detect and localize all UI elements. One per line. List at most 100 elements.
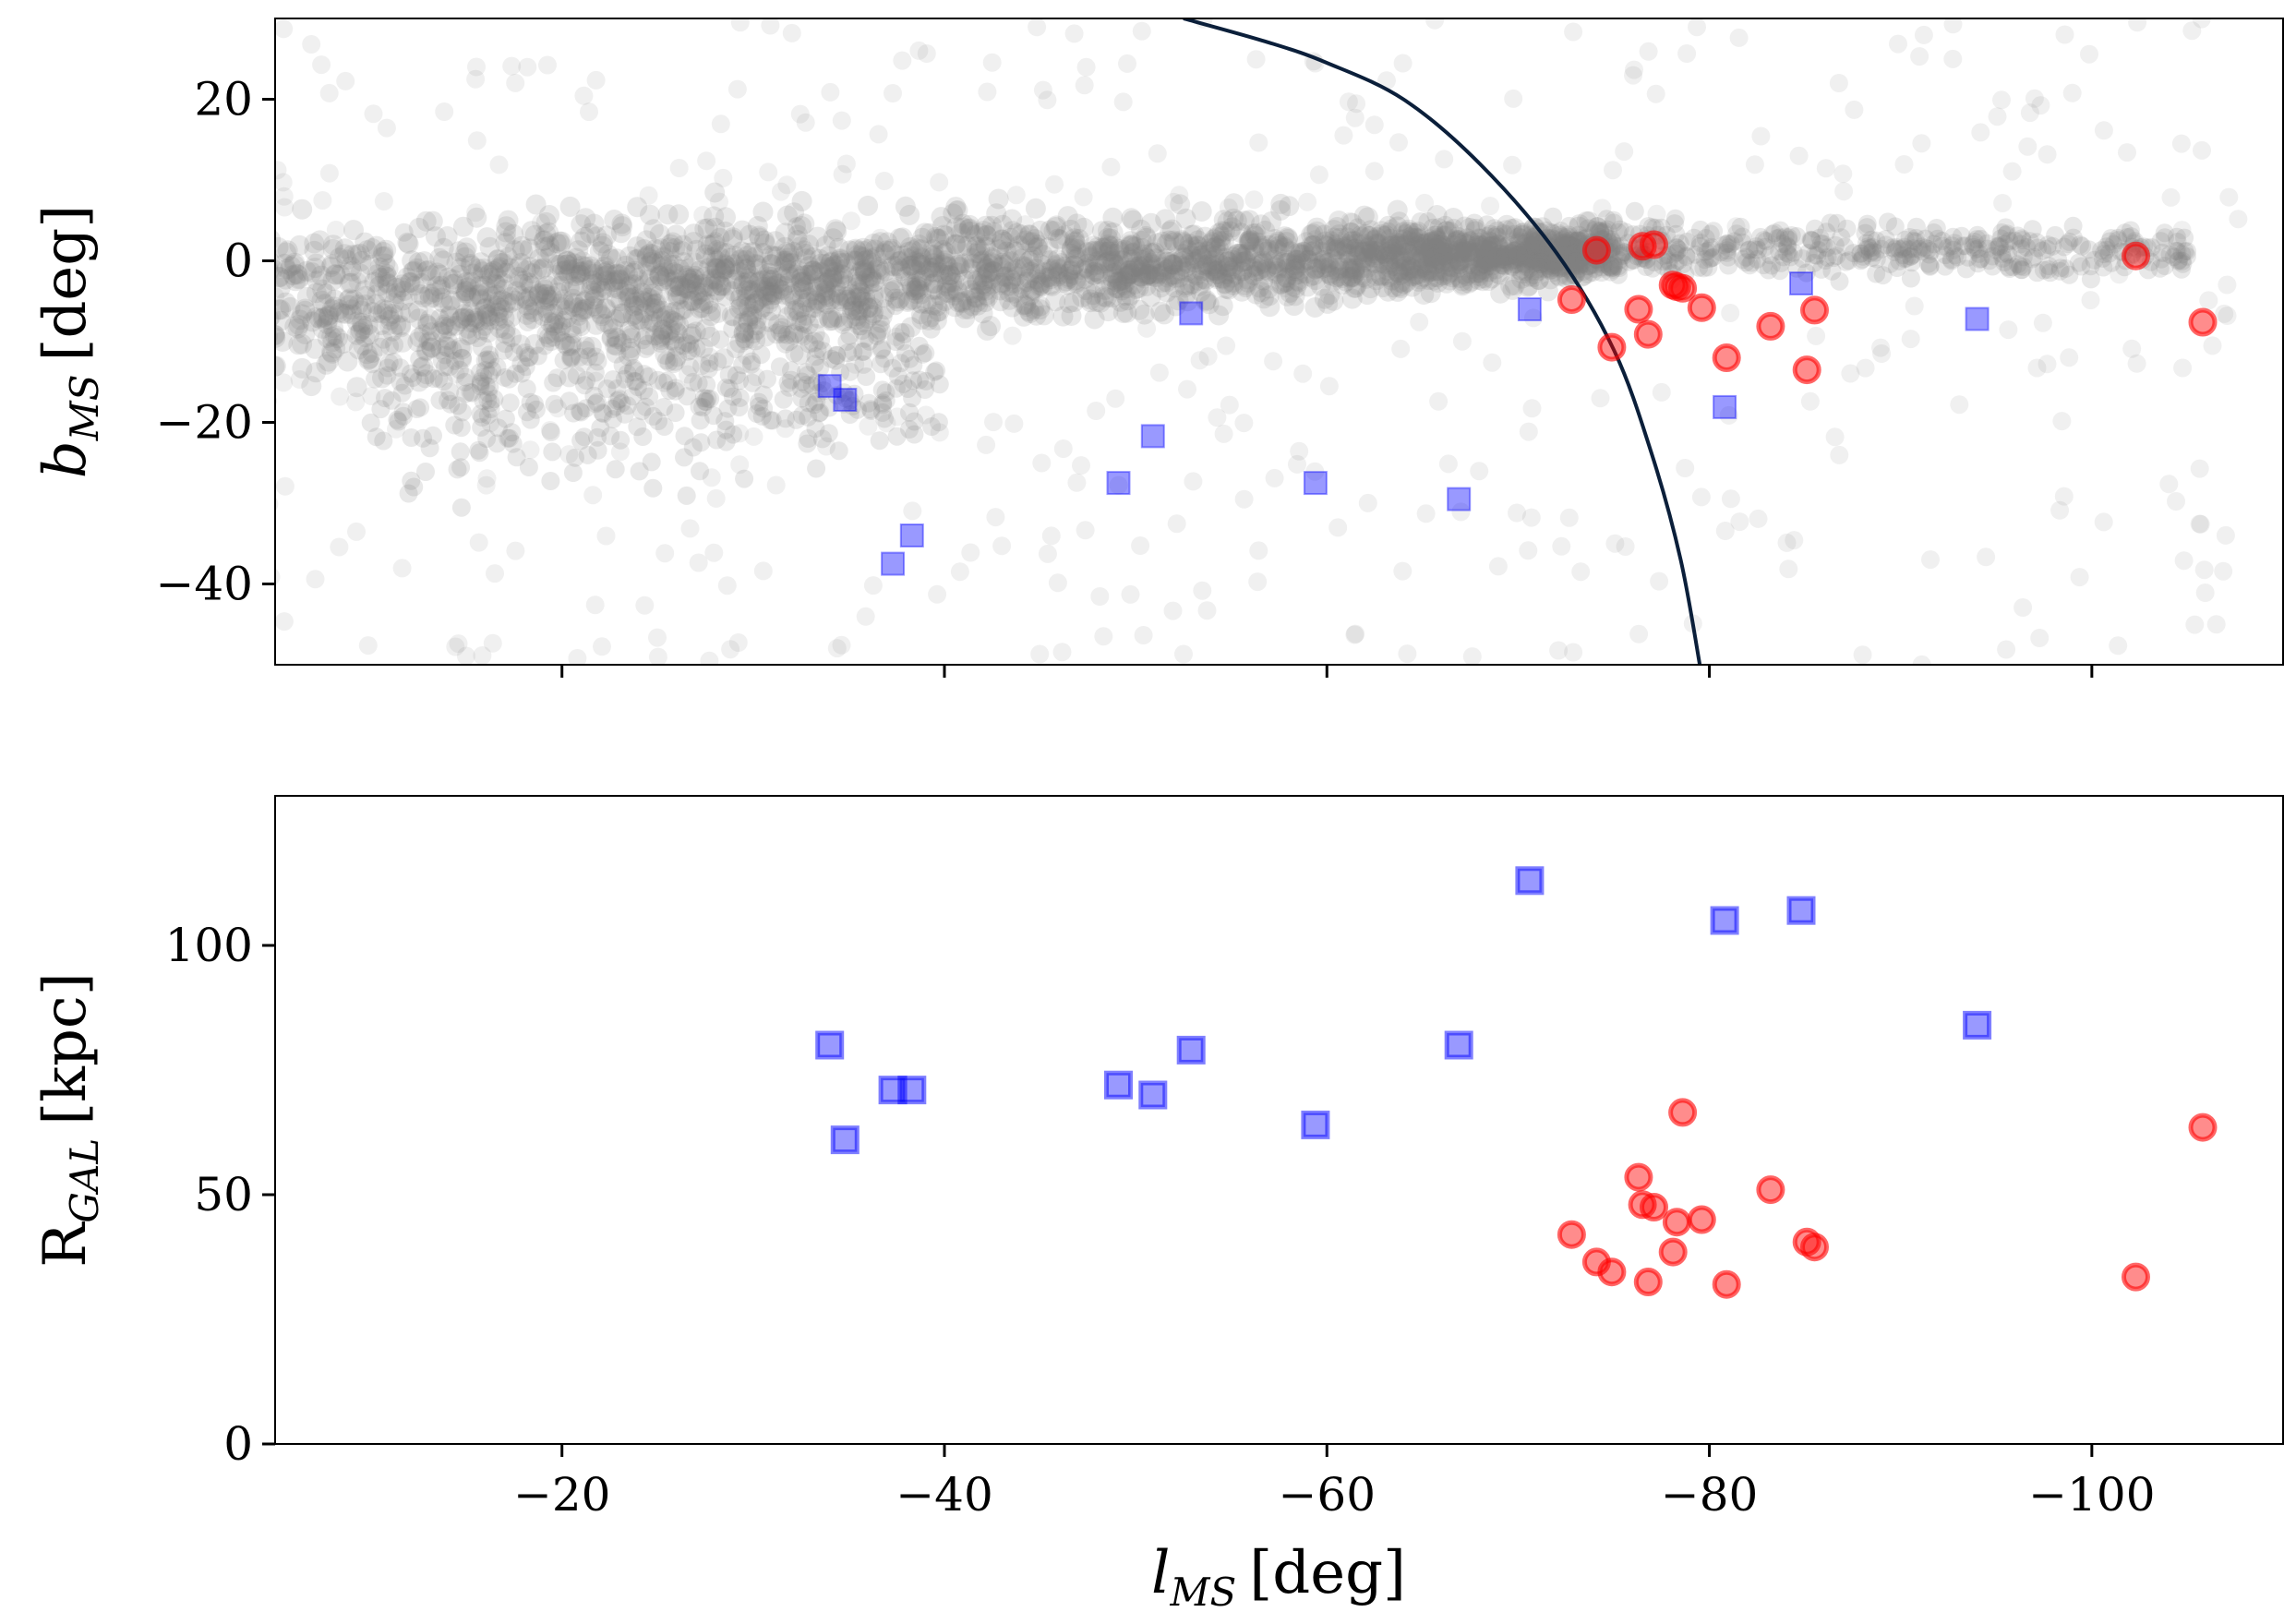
stream-point	[1187, 230, 1208, 251]
stream-point	[1157, 267, 1178, 288]
stream-point	[932, 216, 953, 236]
stream-point	[869, 259, 890, 280]
stream-point	[1078, 259, 1099, 280]
stream-point	[643, 478, 663, 498]
stream-point	[711, 275, 732, 296]
stream-point	[966, 287, 987, 308]
stream-point	[921, 319, 941, 339]
stream-point	[1511, 268, 1532, 289]
stream-point	[1065, 270, 1086, 291]
stream-point	[774, 256, 793, 275]
stream-point	[874, 299, 896, 320]
stream-point	[287, 318, 308, 339]
stream-point	[391, 358, 410, 378]
stream-point	[755, 234, 775, 255]
stream-point	[1567, 232, 1587, 253]
stream-point	[772, 182, 790, 201]
stream-point	[581, 336, 602, 357]
stream-point	[1407, 269, 1426, 288]
stream-point	[695, 244, 716, 265]
stream-point	[703, 276, 724, 297]
stream-point	[538, 222, 559, 243]
stream-point	[1305, 230, 1325, 249]
stream-point	[790, 236, 811, 258]
stream-point	[983, 261, 1004, 283]
stream-point	[1561, 236, 1582, 258]
stream-point	[1132, 21, 1151, 41]
stream-point	[1258, 278, 1280, 299]
stream-point	[520, 286, 541, 307]
stream-point	[1512, 252, 1533, 273]
stream-point	[1048, 259, 1069, 280]
stream-point	[1256, 258, 1278, 279]
stream-point	[790, 268, 811, 289]
stream-point	[1501, 255, 1522, 276]
stream-point	[639, 265, 660, 286]
stream-point	[1144, 266, 1165, 287]
stream-point	[1303, 235, 1324, 256]
stream-point	[332, 303, 354, 324]
stream-point	[1337, 227, 1358, 248]
stream-point	[1140, 265, 1161, 286]
stream-point	[1106, 278, 1127, 299]
stream-point	[1474, 253, 1496, 274]
stream-point	[1110, 291, 1131, 312]
stream-point	[595, 265, 616, 286]
stream-point	[700, 347, 719, 367]
stream-point	[603, 277, 624, 298]
stream-point	[1193, 255, 1214, 276]
stream-point	[1568, 231, 1588, 252]
stream-point	[992, 252, 1013, 273]
stream-point	[571, 260, 593, 282]
stream-point	[430, 279, 451, 300]
stream-point	[1418, 253, 1438, 274]
stream-point	[480, 262, 501, 283]
stream-point	[1561, 239, 1582, 260]
stream-point	[732, 220, 752, 241]
stream-point	[1101, 287, 1123, 308]
stream-point	[557, 249, 578, 271]
stream-point	[1076, 280, 1097, 301]
stream-point	[1478, 239, 1499, 259]
stream-point	[664, 331, 685, 352]
stream-point	[954, 253, 975, 274]
stream-point	[591, 259, 612, 281]
stream-point	[970, 280, 992, 301]
stream-point	[2171, 134, 2191, 153]
stream-point	[762, 283, 783, 304]
stream-point	[1688, 18, 1706, 37]
stream-point	[900, 271, 920, 292]
blue-square-point	[1104, 1070, 1133, 1100]
stream-point	[2216, 525, 2235, 545]
stream-point	[1319, 377, 1339, 396]
stream-point	[469, 275, 490, 296]
stream-point	[725, 246, 745, 267]
stream-point	[1449, 250, 1471, 271]
stream-point	[583, 295, 604, 317]
stream-point	[551, 293, 571, 312]
stream-point	[1490, 244, 1511, 265]
stream-point	[620, 341, 642, 362]
stream-point	[1197, 601, 1217, 620]
stream-point	[1208, 238, 1229, 259]
stream-point	[1040, 274, 1062, 295]
stream-point	[1266, 263, 1287, 284]
stream-point	[331, 387, 350, 406]
stream-point	[1398, 259, 1419, 281]
stream-point	[1353, 205, 1375, 226]
stream-point	[706, 258, 727, 279]
stream-point	[604, 210, 625, 230]
stream-point	[1162, 254, 1184, 275]
stream-point	[1393, 273, 1414, 295]
stream-point	[1340, 223, 1362, 243]
stream-point	[1032, 273, 1053, 294]
stream-point	[1128, 256, 1149, 277]
stream-point	[1052, 306, 1074, 327]
stream-point	[1431, 247, 1452, 268]
stream-point	[1519, 541, 1538, 560]
stream-point	[1059, 293, 1080, 314]
stream-point	[693, 277, 715, 298]
stream-point	[349, 322, 370, 343]
stream-point	[682, 290, 703, 311]
stream-point	[798, 314, 819, 335]
